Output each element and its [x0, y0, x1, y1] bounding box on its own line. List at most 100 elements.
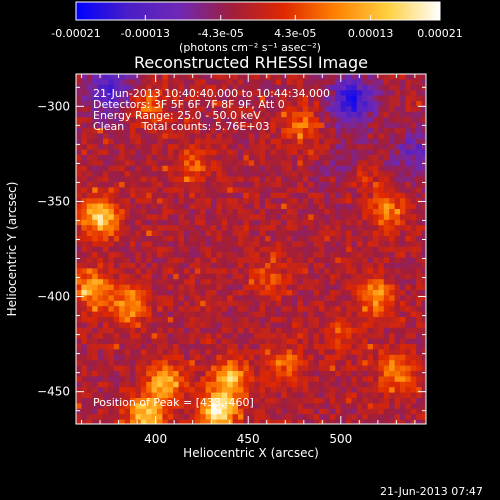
heatmap-pixel [135, 133, 142, 140]
heatmap-pixel [167, 241, 174, 248]
heatmap-pixel [281, 230, 288, 237]
heatmap-pixel [362, 284, 369, 291]
heatmap-pixel [211, 257, 217, 264]
heatmap-pixel [178, 295, 185, 302]
heatmap-pixel [270, 349, 277, 356]
heatmap-pixel [297, 84, 304, 91]
heatmap-pixel [351, 214, 358, 221]
heatmap-pixel [124, 279, 131, 286]
heatmap-pixel [113, 79, 120, 86]
heatmap-pixel [135, 306, 142, 313]
heatmap-pixel [421, 273, 426, 280]
heatmap-pixel [302, 138, 309, 145]
heatmap-pixel [286, 203, 293, 210]
heatmap-pixel [394, 198, 401, 205]
heatmap-pixel [297, 74, 304, 80]
heatmap-pixel [227, 317, 234, 323]
heatmap-pixel [130, 381, 136, 388]
heatmap-pixel [200, 160, 207, 167]
heatmap-pixel [254, 230, 261, 237]
heatmap-pixel [86, 160, 93, 167]
heatmap-pixel [416, 327, 423, 334]
heatmap-pixel [324, 214, 331, 221]
heatmap-pixel [394, 419, 401, 424]
heatmap-pixel [81, 74, 88, 80]
heatmap-pixel [243, 344, 250, 350]
heatmap-pixel [200, 279, 207, 286]
heatmap-pixel [205, 95, 212, 102]
heatmap-pixel [113, 349, 120, 356]
heatmap-pixel [200, 219, 207, 226]
heatmap-pixel [76, 106, 82, 113]
heatmap-pixel [140, 317, 147, 323]
heatmap-pixel [394, 209, 401, 215]
heatmap-pixel [167, 138, 174, 145]
heatmap-pixel [157, 219, 163, 226]
heatmap-pixel [221, 101, 228, 107]
heatmap-pixel [389, 187, 396, 194]
heatmap-pixel [254, 182, 261, 188]
heatmap-pixel [383, 376, 390, 383]
heatmap-pixel [351, 101, 358, 107]
heatmap-pixel [319, 241, 325, 248]
heatmap-pixel [410, 192, 417, 199]
heatmap-pixel [76, 387, 82, 394]
heatmap-pixel [227, 90, 234, 97]
heatmap-pixel [227, 252, 234, 259]
heatmap-pixel [157, 236, 163, 242]
heatmap-pixel [400, 246, 406, 253]
heatmap-pixel [103, 365, 109, 372]
heatmap-pixel [394, 111, 401, 118]
heatmap-pixel [146, 225, 153, 232]
heatmap-pixel [184, 101, 190, 107]
heatmap-pixel [140, 155, 147, 161]
heatmap-pixel [243, 311, 250, 318]
heatmap-pixel [130, 90, 136, 97]
heatmap-pixel [313, 192, 320, 199]
heatmap-pixel [167, 209, 174, 215]
heatmap-pixel [308, 419, 315, 424]
heatmap-pixel [146, 381, 153, 388]
heatmap-pixel [329, 349, 336, 356]
heatmap-pixel [356, 246, 363, 253]
heatmap-pixel [108, 300, 115, 307]
heatmap-pixel [362, 398, 369, 404]
heatmap-pixel [151, 344, 158, 350]
heatmap-pixel [130, 95, 136, 102]
heatmap-pixel [92, 101, 99, 107]
heatmap-pixel [248, 311, 255, 318]
heatmap-pixel [281, 117, 288, 124]
heatmap-pixel [124, 111, 131, 118]
heatmap-pixel [362, 311, 369, 318]
heatmap-pixel [227, 84, 234, 91]
heatmap-pixel [367, 381, 374, 388]
heatmap-pixel [313, 392, 320, 399]
heatmap-pixel [421, 95, 426, 102]
heatmap-pixel [265, 187, 271, 194]
heatmap-pixel [221, 209, 228, 215]
heatmap-pixel [346, 133, 352, 140]
heatmap-pixel [275, 268, 282, 275]
heatmap-pixel [351, 408, 358, 415]
heatmap-pixel [308, 198, 315, 205]
heatmap-pixel [151, 187, 158, 194]
heatmap-pixel [76, 117, 82, 124]
heatmap-pixel [389, 376, 396, 383]
heatmap-pixel [157, 252, 163, 259]
heatmap-pixel [130, 371, 136, 377]
heatmap-pixel [275, 300, 282, 307]
heatmap-pixel [297, 317, 304, 323]
heatmap-pixel [259, 144, 266, 151]
heatmap-pixel [302, 398, 309, 404]
heatmap-pixel [130, 311, 136, 318]
heatmap-pixel [281, 398, 288, 404]
heatmap-pixel [394, 268, 401, 275]
heatmap-pixel [416, 74, 423, 80]
heatmap-pixel [394, 290, 401, 296]
heatmap-pixel [205, 344, 212, 350]
heatmap-pixel [221, 144, 228, 151]
heatmap-pixel [227, 198, 234, 205]
heatmap-pixel [92, 192, 99, 199]
heatmap-pixel [238, 84, 244, 91]
heatmap-pixel [108, 122, 115, 129]
